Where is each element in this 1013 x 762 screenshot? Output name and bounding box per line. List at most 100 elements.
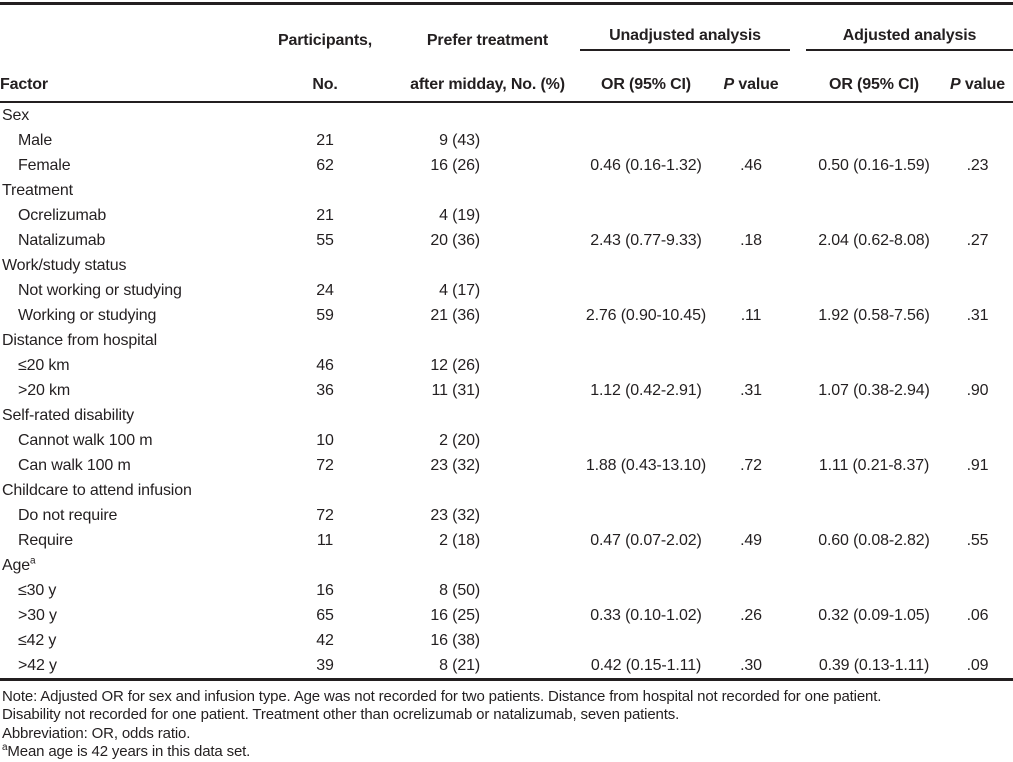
unadjusted-or-cell: 2.43 (0.77-9.33) (590, 232, 702, 249)
unadjusted-pvalue-cell: .30 (740, 657, 762, 674)
participants-cell: 10 (316, 432, 334, 449)
unadjusted-or-cell: 1.88 (0.43-13.10) (585, 457, 707, 474)
unadjusted-pvalue-cell (712, 353, 790, 378)
table-row: ≤30 y 16 8 (50) (0, 578, 1013, 603)
prefer-after-midday-cell: 16 (38) (430, 632, 480, 649)
unadjusted-or-cell (580, 203, 712, 228)
column-gap (790, 353, 806, 378)
factor-cell: ≤20 km (18, 357, 70, 374)
prefer-after-midday-cell: 9 (43) (439, 132, 480, 149)
participants-cell: 62 (316, 157, 334, 174)
table-body: Sex Male 21 9 (43) Female 62 16 (26) 0.4… (0, 102, 1013, 678)
column-gap (790, 228, 806, 253)
participants-cell (255, 253, 395, 278)
unadjusted-pvalue-cell: .72 (740, 457, 762, 474)
adjusted-or-cell: 1.11 (0.21-8.37) (818, 457, 930, 474)
prefer-after-midday-cell: 4 (17) (439, 282, 480, 299)
column-header-prefer-line1: Prefer treatment (426, 32, 549, 49)
column-header-pvalue-adjusted: P value (942, 50, 1013, 103)
table-row: >42 y 39 8 (21) 0.42 (0.15-1.11) .30 0.3… (0, 653, 1013, 678)
factor-cell: >20 km (18, 382, 71, 399)
participants-cell: 21 (316, 207, 334, 224)
table-row: Treatment (0, 178, 1013, 203)
factor-cell: Natalizumab (18, 232, 106, 249)
adjusted-pvalue-cell: .27 (966, 232, 989, 249)
prefer-after-midday-cell: 21 (36) (430, 307, 480, 324)
table-row: Require 11 2 (18) 0.47 (0.07-2.02) .49 0… (0, 528, 1013, 553)
unadjusted-pvalue-cell (712, 102, 790, 128)
unadjusted-or-cell: 0.47 (0.07-2.02) (590, 532, 702, 549)
adjusted-pvalue-cell (942, 102, 1013, 128)
participants-cell: 59 (316, 307, 334, 324)
factor-cell: Childcare to attend infusion (2, 482, 192, 499)
column-gap (790, 553, 806, 578)
unadjusted-pvalue-cell: .49 (740, 532, 762, 549)
table-row: Ocrelizumab 21 4 (19) (0, 203, 1013, 228)
unadjusted-or-cell (580, 553, 712, 578)
prefer-after-midday-cell: 4 (19) (439, 207, 480, 224)
adjusted-pvalue-cell (942, 428, 1013, 453)
prefer-after-midday-cell: 12 (26) (430, 357, 480, 374)
table-row: ≤42 y 42 16 (38) (0, 628, 1013, 653)
participants-cell: 72 (316, 457, 334, 474)
table-header: Participants, Prefer treatment Unadjuste… (0, 5, 1013, 103)
prefer-after-midday-cell (395, 328, 580, 353)
column-gap (790, 428, 806, 453)
footnote-a-text: Mean age is 42 years in this data set. (7, 743, 251, 760)
unadjusted-pvalue-cell (712, 178, 790, 203)
note-text-line2: Disability not recorded for one patient.… (2, 706, 680, 723)
adjusted-or-cell: 0.60 (0.08-2.82) (818, 532, 930, 549)
column-gap (790, 403, 806, 428)
adjusted-or-cell (806, 328, 942, 353)
unadjusted-pvalue-cell: .18 (740, 232, 762, 249)
prefer-after-midday-cell (395, 478, 580, 503)
unadjusted-or-cell (580, 403, 712, 428)
p-value-rest: value (960, 76, 1005, 93)
header-column-row: Factor No. after midday, No. (%) OR (95%… (0, 50, 1013, 103)
participants-cell: 21 (316, 132, 334, 149)
prefer-after-midday-cell: 16 (25) (430, 607, 480, 624)
table-row: Natalizumab 55 20 (36) 2.43 (0.77-9.33) … (0, 228, 1013, 253)
table-bottom-rule (0, 678, 1013, 681)
column-gap (790, 378, 806, 403)
unadjusted-or-cell (580, 328, 712, 353)
participants-cell: 65 (316, 607, 334, 624)
results-table: Participants, Prefer treatment Unadjuste… (0, 5, 1013, 678)
factor-cell: Cannot walk 100 m (18, 432, 153, 449)
participants-cell: 36 (316, 382, 334, 399)
prefer-after-midday-cell (395, 403, 580, 428)
footnote-a-marker: a (2, 742, 8, 753)
unadjusted-or-cell (580, 578, 712, 603)
factor-cell: ≤30 y (18, 582, 57, 599)
unadjusted-pvalue-cell: .46 (740, 157, 762, 174)
table-row: Sex (0, 102, 1013, 128)
adjusted-pvalue-cell (942, 178, 1013, 203)
participants-cell: 16 (316, 582, 334, 599)
participants-cell (255, 178, 395, 203)
prefer-after-midday-cell: 2 (20) (439, 432, 480, 449)
adjusted-pvalue-cell (942, 203, 1013, 228)
column-gap (790, 153, 806, 178)
participants-cell: 55 (316, 232, 334, 249)
participants-cell: 11 (316, 532, 334, 549)
participants-cell: 46 (316, 357, 334, 374)
participants-cell (255, 102, 395, 128)
participants-cell: 39 (316, 657, 334, 674)
prefer-after-midday-cell: 8 (21) (439, 657, 480, 674)
unadjusted-pvalue-cell: .11 (740, 307, 762, 324)
adjusted-or-cell (806, 503, 942, 528)
unadjusted-pvalue-cell (712, 428, 790, 453)
column-gap (790, 528, 806, 553)
unadjusted-pvalue-cell (712, 128, 790, 153)
prefer-after-midday-cell (395, 253, 580, 278)
prefer-after-midday-cell: 23 (32) (430, 507, 480, 524)
adjusted-pvalue-cell: .31 (966, 307, 989, 324)
adjusted-or-cell (806, 403, 942, 428)
unadjusted-pvalue-cell (712, 278, 790, 303)
factor-cell: >30 y (18, 607, 57, 624)
factor-cell: Require (18, 532, 73, 549)
adjusted-pvalue-cell: .06 (966, 607, 989, 624)
adjusted-or-cell (806, 353, 942, 378)
participants-cell: 72 (316, 507, 334, 524)
unadjusted-pvalue-cell (712, 503, 790, 528)
